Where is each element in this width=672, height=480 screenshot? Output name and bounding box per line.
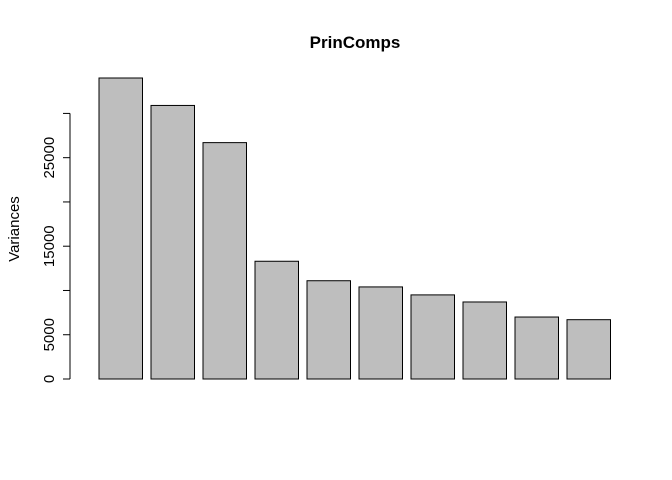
chart-title: PrinComps [310,33,401,52]
bar [514,316,559,380]
y-axis: 0 5000 15000 25000 [41,112,71,383]
bar [150,104,195,380]
y-tick-label: 0 [41,375,58,383]
bar [202,142,247,380]
bar [358,286,403,380]
bar [566,319,611,380]
bar [410,294,455,380]
y-tick-label: 25000 [41,137,58,179]
bar [306,280,351,380]
y-tick-label: 5000 [41,318,58,351]
bars [98,77,611,380]
bar [462,301,507,380]
y-tick-label: 15000 [41,225,58,267]
bar [98,77,143,380]
y-axis-label: Variances [6,196,23,262]
bar [254,260,299,380]
